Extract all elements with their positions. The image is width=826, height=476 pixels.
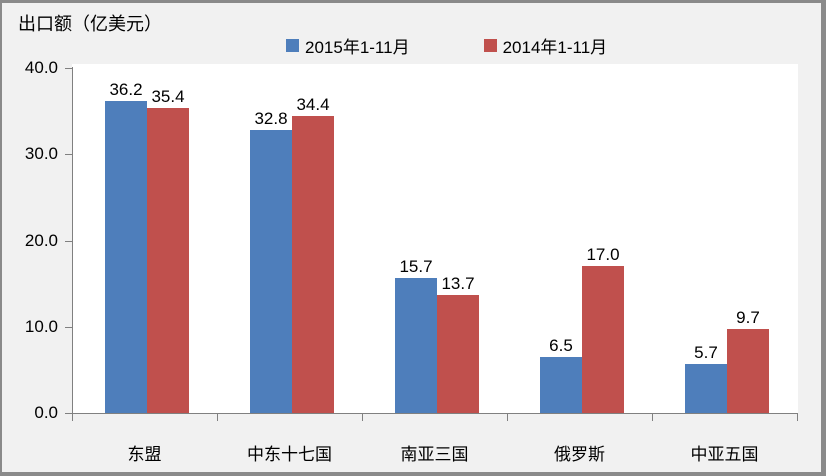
legend-label: 2014年1-11月 — [502, 38, 608, 57]
x-axis-tick — [652, 414, 653, 421]
y-axis-tick — [65, 327, 72, 328]
x-axis-tick — [217, 414, 218, 421]
y-axis-tick — [65, 68, 72, 69]
legend-swatch-series-2 — [483, 39, 497, 52]
x-axis-tick — [507, 414, 508, 421]
category-label: 俄罗斯 — [554, 445, 605, 464]
bar-series-1 — [685, 364, 727, 413]
y-axis-tick — [65, 413, 72, 414]
x-axis-tick — [362, 414, 363, 421]
bar-value-label: 9.7 — [736, 308, 760, 327]
category-label: 中亚五国 — [690, 445, 759, 464]
category-label: 南亚三国 — [400, 445, 469, 464]
y-axis-tick-label: 20.0 — [24, 231, 58, 250]
legend-item: 2015年1-11月 — [286, 33, 410, 58]
bar-value-label: 35.4 — [151, 87, 185, 106]
bar-value-label: 6.5 — [549, 336, 573, 355]
x-axis-tick — [72, 414, 73, 421]
x-axis-tick — [797, 414, 798, 421]
bar-series-2 — [437, 295, 479, 413]
bar-series-2 — [292, 116, 334, 413]
y-axis-tick — [65, 154, 72, 155]
bar-value-label: 5.7 — [694, 343, 718, 362]
legend-label: 2015年1-11月 — [305, 38, 410, 57]
bar-value-label: 13.7 — [441, 274, 475, 293]
y-axis-tick-label: 30.0 — [24, 144, 58, 163]
bar-series-2 — [147, 108, 189, 413]
bar-series-1 — [395, 278, 437, 413]
chart-title: 出口额（亿美元） — [18, 14, 162, 34]
bar-series-2 — [582, 266, 624, 413]
bar-value-label: 36.2 — [109, 80, 143, 99]
bar-value-label: 32.8 — [254, 109, 288, 128]
bar-value-label: 34.4 — [296, 95, 330, 114]
x-axis-line — [72, 413, 798, 414]
bar-value-label: 17.0 — [586, 245, 620, 264]
bar-series-1 — [540, 357, 582, 413]
bar-value-label: 15.7 — [399, 257, 433, 276]
y-axis-tick-label: 0.0 — [34, 403, 58, 422]
category-label: 中东十七国 — [247, 445, 332, 464]
category-label: 东盟 — [127, 445, 162, 464]
bar-series-1 — [250, 130, 292, 413]
y-axis-tick-label: 10.0 — [24, 317, 58, 336]
y-axis-tick — [65, 241, 72, 242]
bar-series-1 — [105, 101, 147, 413]
legend: 2015年1-11月 2014年1-11月 — [286, 33, 607, 58]
legend-item: 2014年1-11月 — [483, 33, 608, 58]
y-axis-tick-label: 40.0 — [24, 58, 58, 77]
legend-swatch-series-1 — [286, 39, 299, 52]
bar-series-2 — [727, 329, 769, 413]
y-axis-line — [72, 67, 73, 414]
